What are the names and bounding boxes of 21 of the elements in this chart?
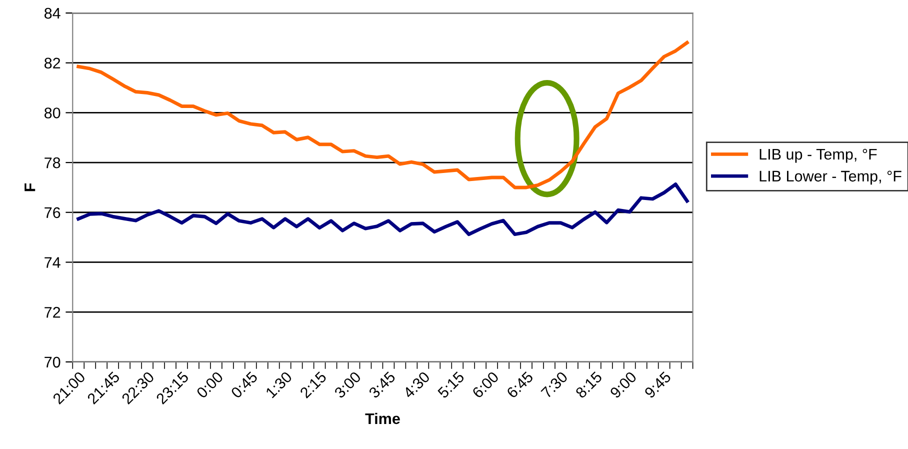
y-tick-label: 78 [44,157,60,168]
y-axis-title: F [24,183,36,192]
x-axis-title: Time [365,412,400,424]
x-tick-label: 0:00 [196,370,224,399]
y-tick-label: 82 [44,58,60,69]
line-series [76,40,689,190]
x-tick-label: 7:30 [540,370,568,399]
x-tick-label: 9:00 [609,370,638,399]
y-tick-label: 84 [44,8,60,19]
legend-label: LIB Lower - Temp, °F [760,170,902,185]
x-tick-label: 4:30 [402,370,430,399]
x-tick-label: 3:00 [334,370,362,399]
x-tick-label: 6:00 [472,370,500,399]
y-tick-label: 80 [44,108,60,118]
line-series [76,182,689,236]
y-tick-label: 72 [44,306,60,318]
x-tick-label: 6:45 [506,370,534,399]
y-tick-label: 76 [44,207,60,218]
y-tick-label: 70 [44,356,60,368]
legend-label: LIB up - Temp, °F [760,148,877,163]
y-tick-label: 74 [44,257,60,268]
